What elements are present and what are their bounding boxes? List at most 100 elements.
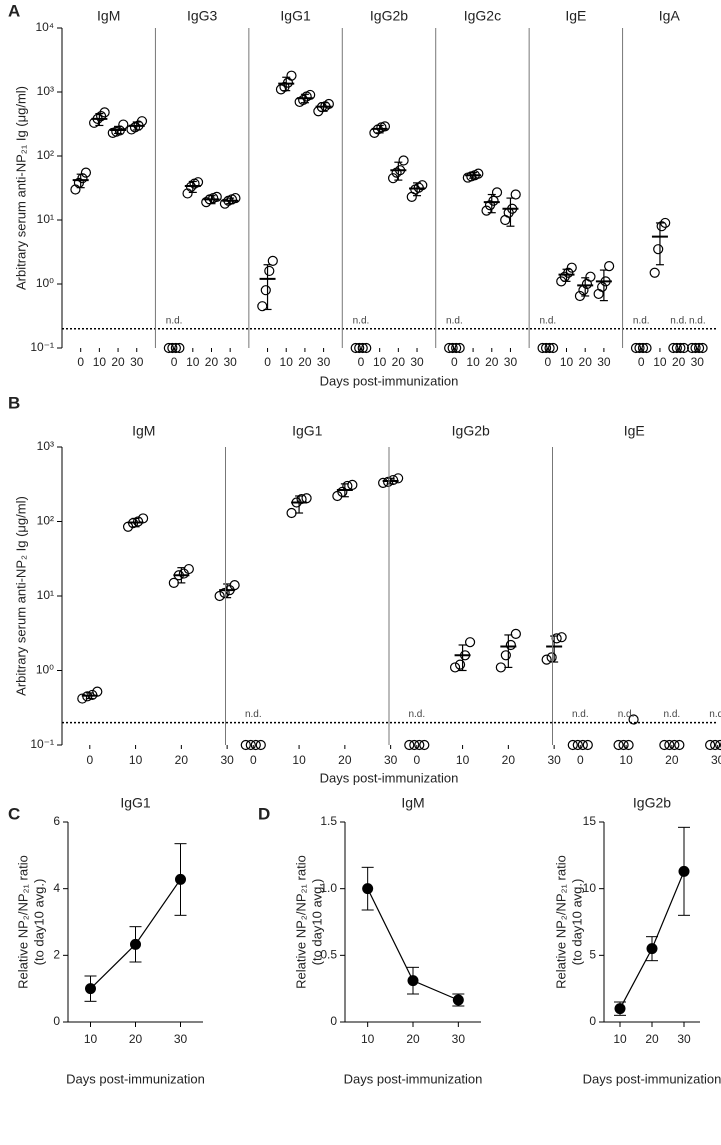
data-point [260,285,271,296]
data-point [267,255,278,266]
x-tick-label: 20 [502,753,516,767]
data-point [614,1003,626,1015]
y-tick-label: 0 [589,1014,596,1028]
x-tick-label: 20 [485,355,499,369]
y-axis-label: (to day10 avg.) [569,879,584,966]
data-point [593,288,604,300]
data-point [582,739,593,751]
nd-label: n.d. [446,315,463,326]
data-point [305,89,316,101]
data-point [630,342,642,354]
y-tick-label: 1.5 [320,814,337,828]
group-header: IgG1 [280,8,311,24]
data-point [414,739,425,751]
x-tick-label: 0 [544,355,551,369]
data-point [668,342,679,354]
data-point [96,111,107,122]
data-point [240,739,251,751]
data-point [715,739,721,751]
data-point [577,739,588,751]
x-tick-label: 30 [220,753,234,767]
y-axis-label: (to day10 avg.) [31,879,46,966]
data-point [80,167,92,178]
data-point [510,628,521,639]
y-tick-label: 10⁻¹ [30,340,54,354]
data-point [174,342,185,354]
data-point [286,70,297,81]
y-tick-label: 0.5 [320,948,337,962]
x-tick-label: 30 [504,355,518,369]
group-header: IgG2b [370,8,408,24]
x-tick-label: 20 [111,355,125,369]
panel-label: C [8,804,20,823]
y-tick-label: 0 [330,1014,337,1028]
group-header: IgG1 [292,423,323,439]
y-tick-label: 15 [583,814,597,828]
x-tick-label: 10 [292,753,306,767]
group-header: IgM [132,423,155,439]
data-point [451,342,462,354]
data-point [214,590,225,602]
y-axis-label: Relative NP₂/NP₂₁ ratio [15,855,30,989]
x-tick-label: 30 [384,753,398,767]
y-tick-label: 0 [53,1014,60,1028]
data-point [491,187,503,198]
y-tick-label: 5 [589,948,596,962]
x-tick-label: 10 [613,1032,627,1046]
data-point [170,342,181,354]
data-point [286,507,297,519]
data-point [646,943,658,955]
y-tick-label: 10⁴ [35,20,54,34]
data-point [357,342,368,354]
data-point [407,975,419,987]
x-tick-label: 0 [171,355,178,369]
x-tick-label: 10 [361,1032,375,1046]
x-tick-label: 20 [672,355,686,369]
data-point [697,342,708,354]
y-tick-label: 10² [37,148,54,162]
group-header: IgG3 [187,8,218,24]
x-tick-label: 30 [691,355,705,369]
x-tick-label: 0 [577,753,584,767]
y-tick-label: 10 [583,881,597,895]
nd-label: n.d. [633,315,650,326]
panel-label: D [258,804,270,823]
data-point [541,654,552,665]
y-axis-label: Relative NP₂/NP₂₁ ratio [293,855,308,989]
nd-label: n.d. [572,709,589,720]
data-point [675,342,686,354]
data-point [350,342,361,354]
x-tick-label: 30 [410,355,424,369]
data-point [597,281,608,293]
data-point [690,342,701,354]
y-axis-label: Relative NP₂/NP₂₁ ratio [553,855,568,989]
y-tick-label: 10¹ [37,588,54,602]
group-header: IgG2b [452,423,490,439]
data-point [250,739,261,751]
x-tick-label: 20 [129,1032,143,1046]
data-point [404,739,415,751]
x-tick-label: 0 [413,753,420,767]
x-tick-label: 20 [406,1032,420,1046]
data-point [99,107,110,118]
x-tick-label: 30 [130,355,144,369]
data-point [449,662,461,673]
x-tick-label: 10 [93,355,107,369]
data-point [500,650,511,661]
x-tick-label: 10 [456,753,470,767]
data-point [674,739,685,751]
y-axis-label: Arbitrary serum anti-NP₂ Ig (μg/ml) [13,496,28,696]
x-tick-label: 30 [597,355,611,369]
chart-title: IgG1 [120,795,151,811]
data-point [634,342,645,354]
data-point [604,261,615,272]
y-tick-label: 10³ [37,84,54,98]
data-point [649,267,660,278]
group-header: IgA [659,8,681,24]
x-tick-label: 20 [579,355,593,369]
x-tick-label: 20 [392,355,406,369]
x-tick-label: 20 [645,1032,659,1046]
data-point [678,342,689,354]
data-point [361,342,372,354]
data-point [85,983,96,995]
